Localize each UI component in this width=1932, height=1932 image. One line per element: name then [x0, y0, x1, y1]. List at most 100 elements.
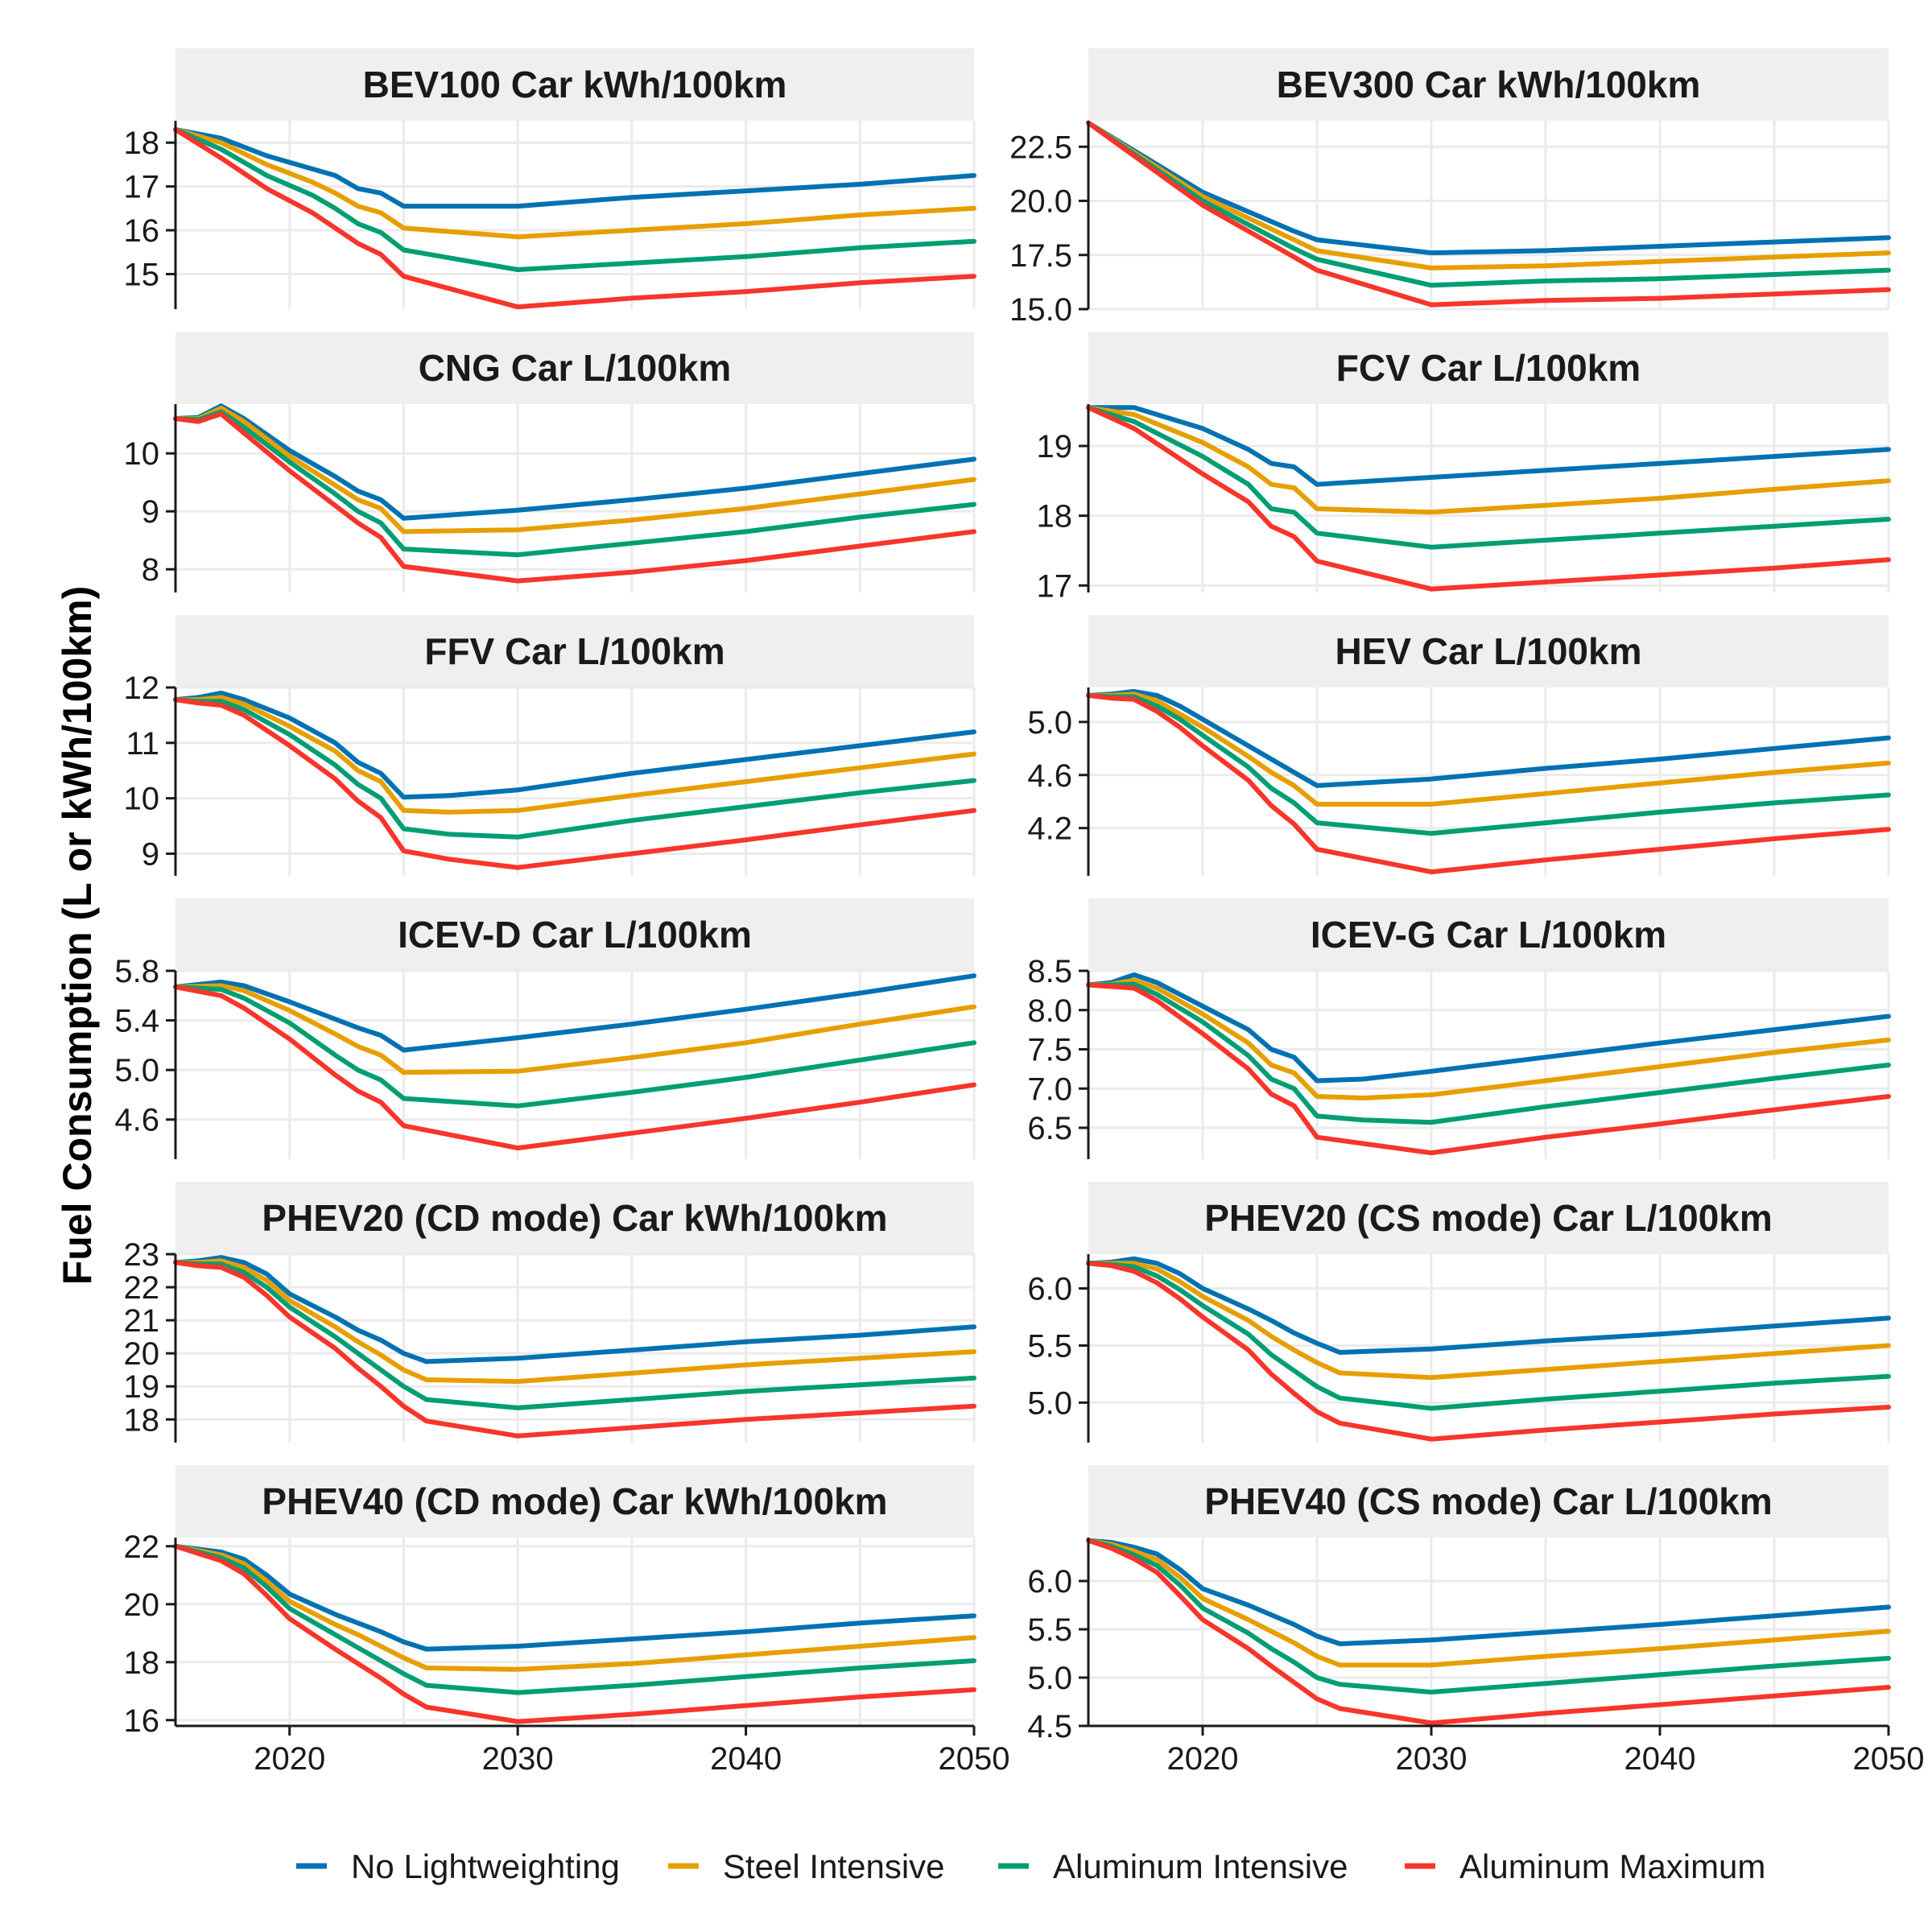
- y-tick-label: 21: [124, 1303, 160, 1339]
- panel-title: PHEV20 (CS mode) Car L/100km: [1204, 1197, 1773, 1239]
- y-tick-label: 19: [1037, 429, 1073, 464]
- legend-item: Aluminum Intensive: [998, 1847, 1348, 1885]
- series-line-aluminum-maximum: [173, 697, 976, 870]
- series-line-aluminum-maximum: [173, 411, 976, 584]
- legend-label: No Lightweighting: [351, 1847, 620, 1885]
- series-line-no-lightweighting: [1086, 1538, 1891, 1646]
- panel-strip: [1088, 898, 1889, 971]
- series-line-steel-intensive: [1086, 977, 1891, 1100]
- legend-label: Aluminum Intensive: [1053, 1847, 1348, 1885]
- series-line-steel-intensive: [173, 983, 976, 1075]
- y-tick-label: 6.0: [1027, 1564, 1072, 1600]
- panel-title: PHEV20 (CD mode) Car kWh/100km: [262, 1197, 887, 1239]
- y-tick-label: 10: [124, 782, 160, 817]
- series-line-aluminum-intensive: [173, 409, 976, 558]
- panel-9: PHEV20 (CS mode) Car L/100km 5.0 5.5 6.0: [1027, 1182, 1891, 1443]
- panel-2: CNG Car L/100km 8 9 10: [124, 332, 976, 592]
- series-line-aluminum-intensive: [173, 1260, 976, 1410]
- series-line-aluminum-intensive: [1086, 120, 1891, 288]
- panel-title: PHEV40 (CD mode) Car kWh/100km: [262, 1480, 887, 1522]
- series-line-no-lightweighting: [1086, 688, 1891, 788]
- y-tick-label: 8.5: [1027, 954, 1072, 989]
- y-tick-label: 10: [124, 436, 160, 472]
- series-line-aluminum-maximum: [1086, 1538, 1891, 1726]
- y-tick-label: 15.0: [1009, 292, 1072, 328]
- y-tick-label: 7.5: [1027, 1033, 1072, 1068]
- panel-11: PHEV40 (CS mode) Car L/100km 4.5 5.0 5.5 6.0…: [1027, 1465, 1924, 1777]
- panel-4: FFV Car L/100km 9 10 11 12: [124, 615, 976, 876]
- y-tick-label: 7.0: [1027, 1071, 1072, 1107]
- series-line-no-lightweighting: [173, 1543, 976, 1652]
- y-tick-label: 4.5: [1027, 1709, 1072, 1744]
- y-tick-label: 4.6: [1027, 758, 1072, 794]
- x-tick-label: 2050: [1853, 1741, 1925, 1777]
- panel-title: HEV Car L/100km: [1335, 630, 1642, 672]
- legend-label: Steel Intensive: [723, 1847, 945, 1885]
- y-tick-label: 8: [142, 552, 159, 588]
- y-tick-label: 16: [124, 1703, 160, 1739]
- series-line-aluminum-maximum: [1086, 120, 1891, 308]
- series-line-aluminum-intensive: [173, 697, 976, 840]
- series-line-steel-intensive: [1086, 1261, 1891, 1381]
- panel-strip: [175, 332, 974, 404]
- series-line-no-lightweighting: [173, 973, 976, 1053]
- x-tick-label: 2030: [482, 1741, 554, 1777]
- series-line-steel-intensive: [173, 126, 976, 240]
- y-tick-label: 5.4: [114, 1004, 159, 1039]
- panel-strip: [175, 898, 974, 971]
- y-tick-label: 22: [124, 1530, 160, 1565]
- panel-strip: [1088, 48, 1889, 121]
- series-line-aluminum-intensive: [173, 126, 976, 272]
- series-line-aluminum-maximum: [1086, 982, 1891, 1156]
- y-tick-label: 20: [124, 1587, 160, 1623]
- y-tick-label: 17: [1037, 568, 1073, 604]
- y-tick-label: 9: [142, 836, 159, 872]
- panel-0: BEV100 Car kWh/100km 15 16 17 18: [124, 48, 976, 310]
- series-line-aluminum-maximum: [1086, 1261, 1891, 1442]
- x-tick-label: 2030: [1396, 1741, 1468, 1777]
- panel-title: BEV300 Car kWh/100km: [1277, 64, 1701, 105]
- y-tick-label: 23: [124, 1237, 160, 1273]
- y-tick-label: 9: [142, 494, 159, 530]
- series-line-steel-intensive: [1086, 691, 1891, 807]
- series-line-no-lightweighting: [173, 690, 976, 800]
- panel-strip: [175, 1182, 974, 1254]
- series-line-aluminum-maximum: [1086, 405, 1891, 592]
- panel-title: ICEV-D Car L/100km: [398, 914, 752, 956]
- panel-title: FFV Car L/100km: [424, 630, 724, 672]
- series-line-aluminum-intensive: [1086, 1261, 1891, 1411]
- x-tick-label: 2020: [1167, 1741, 1239, 1777]
- panel-strip: [1088, 1465, 1889, 1538]
- y-tick-label: 6.0: [1027, 1272, 1072, 1307]
- series-line-aluminum-maximum: [173, 1543, 976, 1724]
- panel-title: BEV100 Car kWh/100km: [363, 64, 787, 105]
- x-tick-label: 2040: [710, 1741, 782, 1777]
- panel-title: PHEV40 (CS mode) Car L/100km: [1204, 1480, 1773, 1522]
- y-tick-label: 17: [124, 170, 160, 205]
- series-line-no-lightweighting: [1086, 972, 1891, 1084]
- y-tick-label: 15: [124, 257, 160, 292]
- series-line-steel-intensive: [173, 406, 976, 535]
- y-tick-label: 22: [124, 1270, 160, 1306]
- y-tick-label: 5.0: [114, 1053, 159, 1088]
- series-line-aluminum-intensive: [1086, 692, 1891, 836]
- series-line-aluminum-maximum: [173, 1260, 976, 1439]
- y-tick-label: 5.0: [1027, 705, 1072, 741]
- x-tick-label: 2040: [1624, 1741, 1696, 1777]
- panel-10: PHEV40 (CD mode) Car kWh/100km 16 18 20 22 20…: [124, 1465, 1010, 1777]
- legend-item: Steel Intensive: [668, 1847, 945, 1885]
- panel-strip: [175, 615, 974, 687]
- y-tick-label: 18: [124, 126, 160, 161]
- x-tick-label: 2050: [939, 1741, 1010, 1777]
- series-line-aluminum-maximum: [1086, 692, 1891, 875]
- legend-item: No Lightweighting: [296, 1847, 620, 1885]
- panel-strip: [175, 48, 974, 121]
- y-tick-label: 18: [124, 1402, 160, 1438]
- y-tick-label: 5.0: [1027, 1385, 1072, 1421]
- panel-title: CNG Car L/100km: [419, 347, 732, 389]
- legend-item: Aluminum Maximum: [1405, 1847, 1765, 1885]
- series-line-steel-intensive: [1086, 405, 1891, 515]
- y-tick-label: 19: [124, 1369, 160, 1405]
- series-line-aluminum-maximum: [173, 985, 976, 1151]
